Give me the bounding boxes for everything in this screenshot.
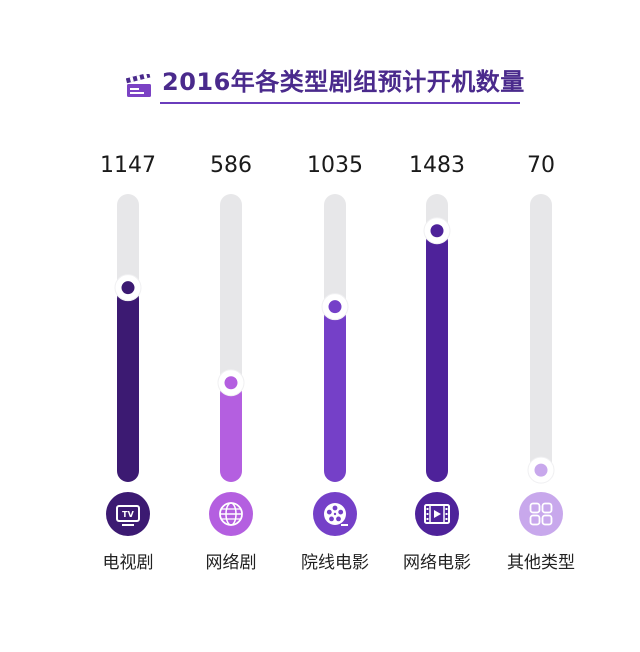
- category-label: 网络剧: [206, 553, 257, 573]
- value-label: 586: [210, 153, 252, 178]
- globe-icon: [209, 492, 253, 536]
- bar-4: [426, 230, 448, 482]
- page-title: 2016年各类型剧组预计开机数量: [162, 68, 525, 96]
- bar-knob-dot: [534, 463, 548, 477]
- bar-3: [324, 306, 346, 482]
- bar-1: [117, 287, 139, 482]
- film-reel-icon: [313, 492, 357, 536]
- category-label: 其他类型: [507, 553, 575, 573]
- chart-title-block: 2016年各类型剧组预计开机数量: [0, 62, 640, 106]
- grid-icon: [519, 492, 563, 536]
- value-label: 1147: [100, 153, 156, 178]
- category-label: 电视剧: [103, 553, 154, 573]
- value-label: 1483: [409, 153, 465, 178]
- value-label: 1035: [307, 153, 363, 178]
- category-label: 院线电影: [301, 553, 369, 573]
- title-underline: [160, 102, 520, 104]
- svg-text:TV: TV: [122, 510, 134, 519]
- bar-knob-dot: [328, 300, 342, 314]
- bar-knob-dot: [224, 376, 238, 390]
- clapperboard-icon: [126, 74, 151, 97]
- bar-track: [530, 194, 552, 482]
- category-label: 网络电影: [403, 553, 471, 573]
- tv-icon: TV: [106, 492, 150, 536]
- bar-knob-dot: [121, 281, 135, 295]
- bar-knob-dot: [430, 224, 444, 238]
- film-strip-icon: [415, 492, 459, 536]
- bar-2: [220, 382, 242, 482]
- value-label: 70: [527, 153, 555, 178]
